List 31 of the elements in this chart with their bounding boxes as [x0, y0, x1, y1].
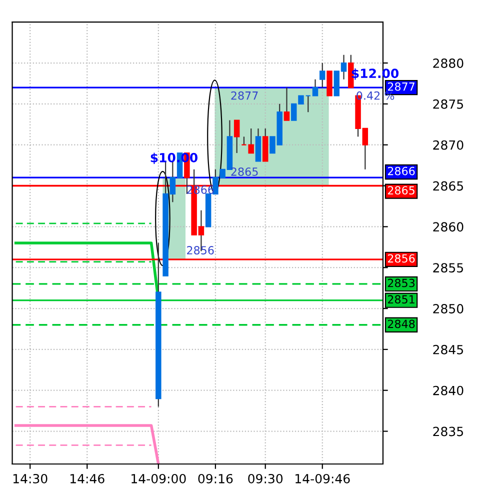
ref-line-label: 2877: [388, 82, 414, 91]
candlestick: [305, 95, 311, 113]
y-tick-label: 2860: [433, 222, 464, 232]
ref-line-label: 2856: [388, 254, 415, 263]
x-tick-label: 14-09:00: [132, 474, 186, 484]
y-tick-label: 2840: [433, 386, 464, 396]
y-tick-label: 2845: [433, 344, 464, 354]
x-tick-label: 09:30: [248, 474, 283, 484]
ref-line-label: 2853: [388, 278, 415, 288]
x-tick-label: 14-09:46: [296, 474, 350, 484]
annotation: 2856: [187, 246, 214, 254]
candlestick: [320, 62, 326, 88]
ref-line-label: 2848: [388, 320, 415, 328]
y-tick-label: 2855: [433, 263, 464, 273]
y-tick-label: 2835: [433, 426, 464, 436]
ref-line-label: 2866: [388, 166, 415, 176]
x-tick-label: 14:30: [13, 474, 48, 484]
candlestick: [284, 87, 290, 121]
y-tick-label: 2880: [433, 58, 464, 68]
candlestick: [312, 78, 318, 96]
y-tick-label: 2875: [433, 99, 464, 109]
ref-line-label: 2865: [388, 186, 414, 195]
x-tick-label: 09:16: [198, 474, 233, 484]
candlestick: [234, 120, 240, 154]
annotation: 2865: [231, 167, 258, 176]
annotation: 2877: [231, 91, 258, 100]
y-tick-label: 2870: [433, 140, 464, 150]
y-tick-label: 2865: [433, 181, 464, 191]
ref-line-label: 2851: [388, 295, 414, 304]
y-tick-label: 2850: [433, 304, 464, 314]
x-tick-label: 14:46: [70, 474, 104, 484]
